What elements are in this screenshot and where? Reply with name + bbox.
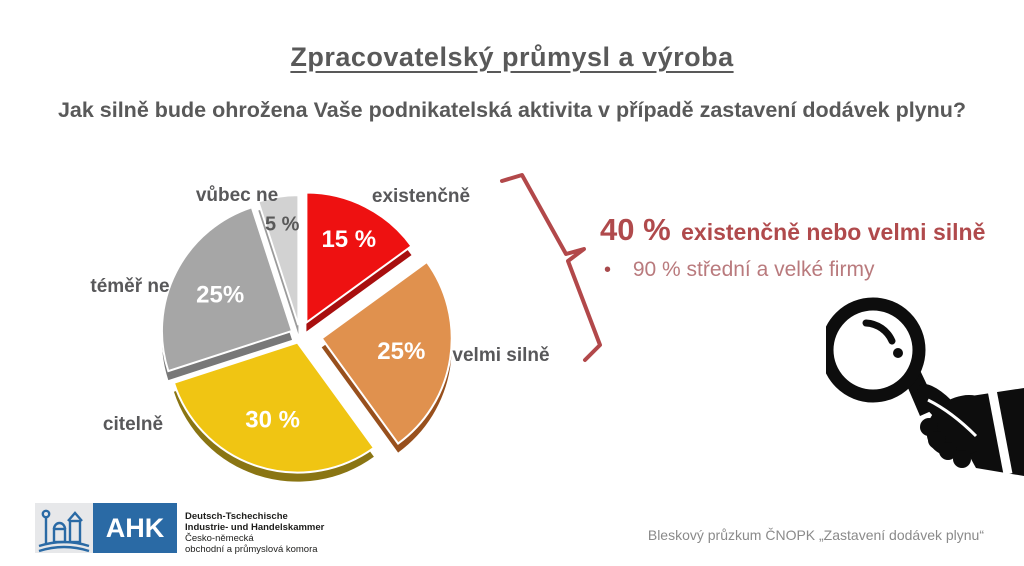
survey-question: Jak silně bude ohrožena Vaše podnikatels… xyxy=(57,98,967,122)
annotation-bullet-text: 90 % střední a velké firmy xyxy=(632,258,875,281)
logo-text-line1: Deutsch-Tschechische xyxy=(185,511,288,522)
magnifier-hand-icon xyxy=(826,297,1024,476)
logo-text-line4: obchodní a průmyslová komora xyxy=(185,544,318,555)
pie-slice-value: 25% xyxy=(377,338,425,365)
pie-label-citelne: citelně xyxy=(102,414,164,435)
pie-label-vubec-ne: vůbec ne xyxy=(195,185,279,206)
logo-text-line2: Industrie- und Handelskammer xyxy=(185,522,325,533)
pie-slice-value: 25% xyxy=(196,281,244,308)
logo-text-line3: Česko-německá xyxy=(185,533,254,544)
logo-abbr: AHK xyxy=(106,513,165,543)
annotation-text: existenčně nebo velmi silně xyxy=(681,219,986,245)
pie-chart-area: 15 % 25% 30 % 25% 5 % xyxy=(60,165,620,510)
bracket-brace xyxy=(500,173,602,362)
pie-slice xyxy=(172,341,376,474)
source-caption: Bleskový průzkum ČNOPK „Zastavení dodáve… xyxy=(647,527,984,543)
pie-slice xyxy=(257,194,300,326)
pie-label-temer-ne: téměř ne xyxy=(90,276,170,297)
pie-slice-value: 15 % xyxy=(321,226,376,253)
pie-slice xyxy=(160,206,294,373)
page-title: Zpracovatelský průmysl a výroba xyxy=(290,42,734,72)
annotation-bullet-row: • 90 % střední a velké firmy xyxy=(604,258,874,282)
pie-label-velmi-silne: velmi silně xyxy=(452,345,550,366)
ahk-logo: AHK xyxy=(35,503,177,553)
pie-label-existencne: existenčně xyxy=(371,186,471,207)
pie-chart: 15 % 25% 30 % 25% 5 % xyxy=(160,191,453,482)
pie-slice xyxy=(320,260,453,445)
annotation-value: 40 % xyxy=(600,212,671,247)
annotation-headline: 40 % existenčně nebo velmi silně xyxy=(600,212,985,248)
bullet-icon: • xyxy=(604,259,612,281)
logo-cityscape xyxy=(38,509,90,553)
pie-slice xyxy=(305,191,413,325)
pie-slice-value: 5 % xyxy=(265,213,300,235)
pie-slice-value: 30 % xyxy=(245,406,300,433)
logo-text: Deutsch-Tschechische Industrie- und Hand… xyxy=(185,511,324,555)
